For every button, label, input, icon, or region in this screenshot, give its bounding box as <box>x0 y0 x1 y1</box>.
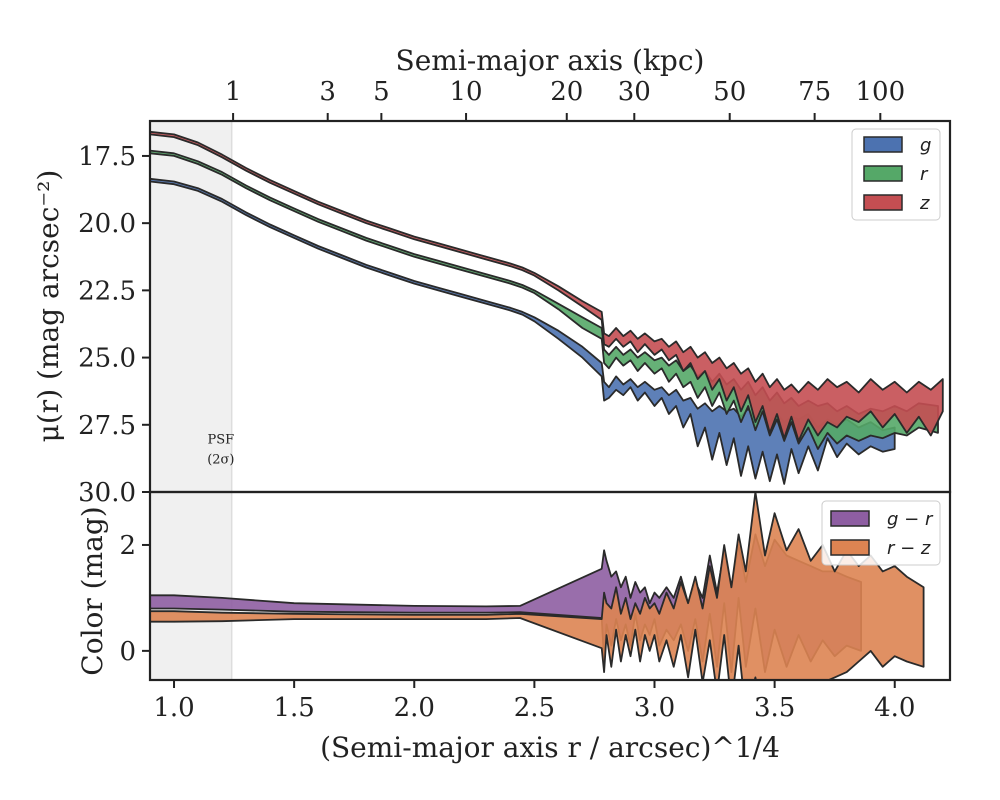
surface-brightness-series <box>150 130 944 485</box>
top-tick-label: 3 <box>319 77 336 107</box>
color-y-tick-label: 0 <box>119 637 136 667</box>
psf-label-sigma: (2σ) <box>207 453 234 468</box>
top-tick-label: 20 <box>550 77 583 107</box>
bottom-axis-label: (Semi-major axis r / arcsec)^1/4 <box>320 731 780 764</box>
color-legend: g − r r − z <box>821 500 941 566</box>
x-tick-label: 2.5 <box>514 693 555 723</box>
top-axis-label: Semi-major axis (kpc) <box>396 44 705 77</box>
band-g <box>150 177 896 485</box>
legend-label-g: g <box>920 135 931 156</box>
legend-label-z: z <box>919 193 930 214</box>
psf-band-color-panel <box>150 492 232 680</box>
band-z <box>150 130 944 442</box>
y-tick-label: 20.0 <box>78 209 136 239</box>
color-y-tick-label: 2 <box>119 531 136 561</box>
color-axes-frame <box>148 490 952 682</box>
y-tick-label: 17.5 <box>78 142 136 172</box>
x-tick-label: 3.5 <box>754 693 795 723</box>
top-tick-label: 100 <box>855 77 905 107</box>
x-tick-label: 3.0 <box>634 693 675 723</box>
surface-brightness-axis-label: μ(r) (mag arcsec⁻²) <box>32 170 65 443</box>
legend-swatch-r <box>863 165 903 182</box>
top-tick-label: 10 <box>450 77 483 107</box>
top-tick-label: 50 <box>713 77 746 107</box>
top-tick-label: 75 <box>798 77 831 107</box>
legend-swatch-g-r <box>830 510 870 527</box>
y-tick-label: 22.5 <box>78 276 136 306</box>
color-series <box>150 492 925 680</box>
x-tick-label: 2.0 <box>394 693 435 723</box>
legend-swatch-r-z <box>830 539 870 556</box>
x-tick-label: 1.5 <box>273 693 314 723</box>
legend-swatch-g <box>863 136 903 153</box>
psf-band-group <box>150 121 233 680</box>
top-tick-label: 5 <box>373 77 390 107</box>
x-tick-label: 1.0 <box>153 693 194 723</box>
legend-label-g-r: g − r <box>887 509 934 530</box>
legend-label-r: r <box>920 164 929 185</box>
legend-swatch-z <box>863 194 903 211</box>
color-axis-label: Color (mag) <box>76 506 109 675</box>
y-tick-label: 30.0 <box>78 478 136 508</box>
psf-label: PSF <box>207 433 234 448</box>
axis-ticks: 1.0 1.5 2.0 2.5 3.0 3.5 4.01 3 5 10 20 30 50 75 10017.… <box>78 77 915 723</box>
y-tick-label: 25.0 <box>78 344 136 374</box>
legend-label-r-z: r − z <box>887 538 931 559</box>
top-tick-label: 30 <box>618 77 651 107</box>
band-r-z <box>150 492 925 680</box>
top-tick-label: 1 <box>225 77 242 107</box>
y-tick-label: 27.5 <box>78 411 136 441</box>
surface-brightness-legend: grz <box>851 128 941 221</box>
x-tick-label: 4.0 <box>874 693 915 723</box>
